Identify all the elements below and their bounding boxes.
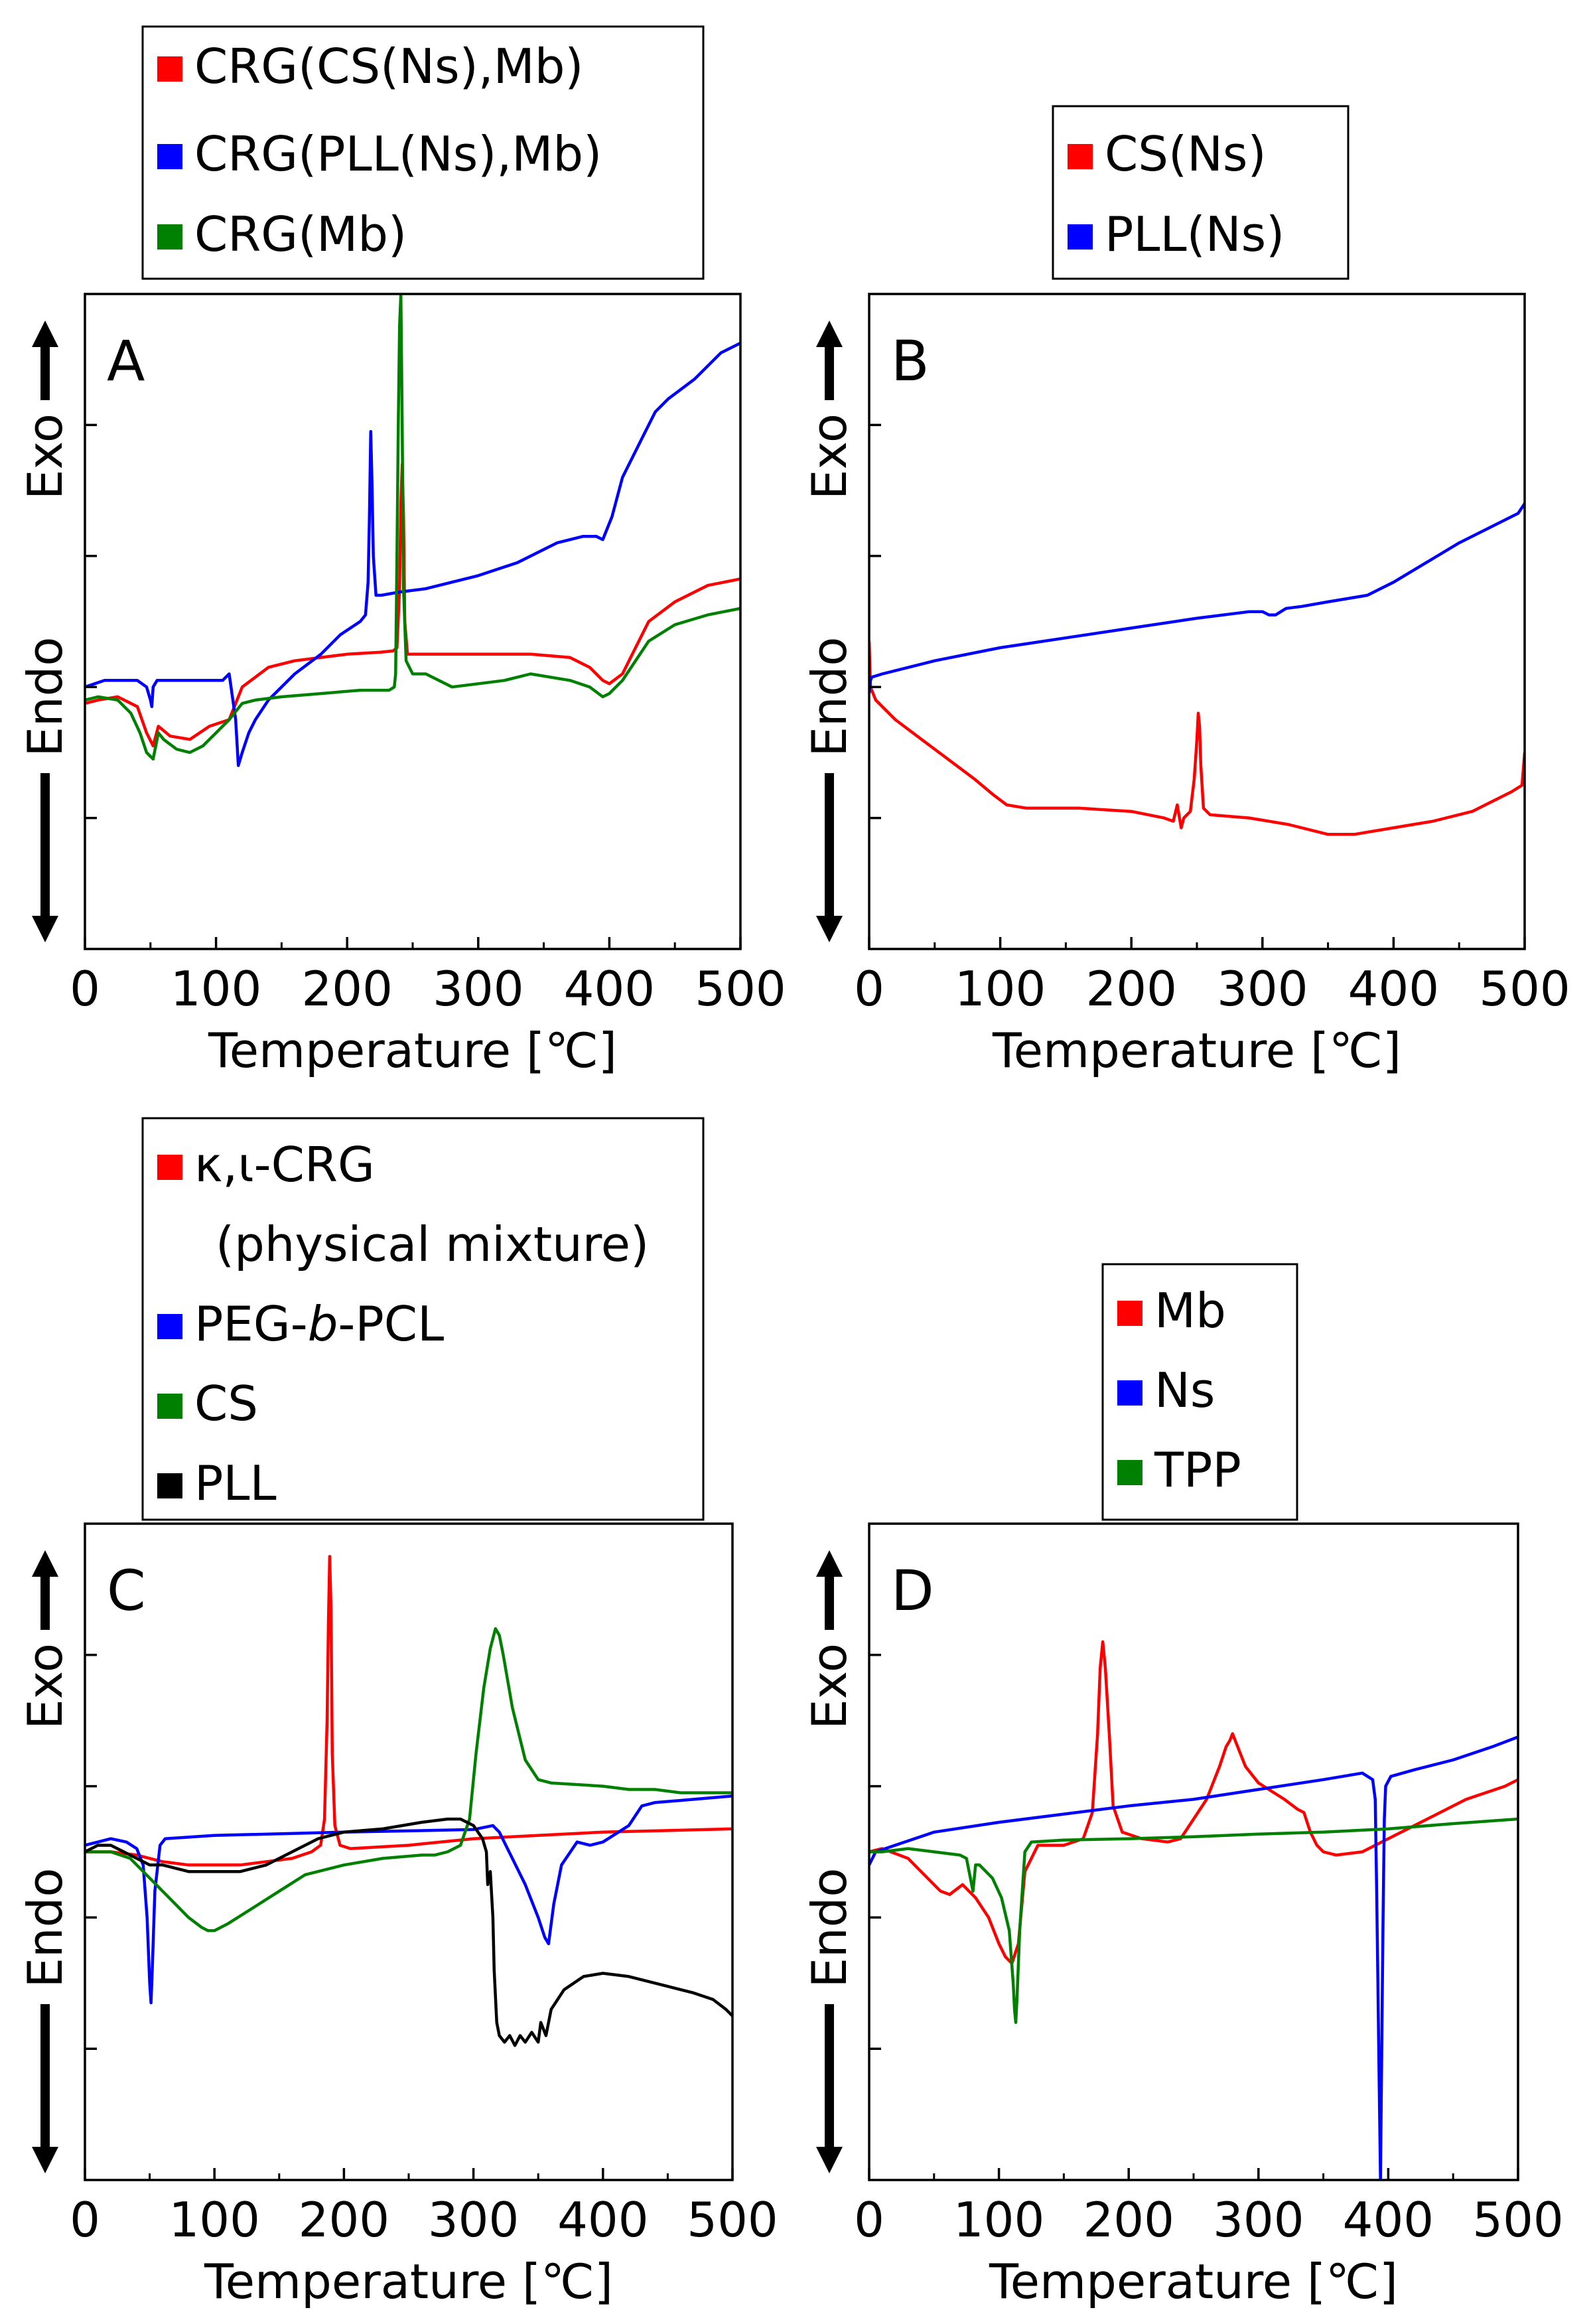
- legend-swatch: [1117, 1301, 1143, 1326]
- endo-arrow: [32, 2004, 58, 2173]
- x-tick-label: 200: [301, 961, 392, 1017]
- series-line: [869, 1640, 1518, 1965]
- legend-label: Mb: [1154, 1283, 1226, 1339]
- series-group: [869, 502, 1525, 836]
- x-tick-label: 100: [953, 2192, 1044, 2248]
- x-tick-label: 300: [1217, 961, 1308, 1017]
- exo-arrow: [32, 1550, 58, 1630]
- legend-label: PLL: [194, 1455, 277, 1511]
- legend-label: TPP: [1154, 1442, 1241, 1498]
- legend-swatch: [157, 1473, 182, 1498]
- series-line: [869, 1735, 1518, 2180]
- x-tick-label: 200: [299, 2192, 389, 2248]
- legend-swatch: [1068, 224, 1093, 250]
- legend-swatch: [157, 1155, 182, 1180]
- endo-arrow: [816, 773, 843, 942]
- legend-swatch: [1117, 1380, 1143, 1406]
- x-axis-label: Temperature [℃]: [992, 1023, 1401, 1078]
- series-line: [869, 502, 1525, 694]
- series-line: [85, 341, 740, 767]
- panel-letter: C: [107, 1558, 146, 1623]
- exo-arrow: [816, 321, 843, 400]
- x-tick-label: 300: [433, 961, 523, 1017]
- series-line: [85, 1555, 732, 1867]
- legend-swatch: [157, 144, 182, 169]
- panel-c: κ,ι-CRG (physical mixture) PEG-b-PCL CS PLL 0…: [17, 1117, 778, 2309]
- endo-arrow: [32, 773, 58, 942]
- x-tick-label: 400: [564, 961, 655, 1017]
- series-line: [869, 1817, 1518, 2024]
- x-tick-label: 500: [695, 961, 786, 1017]
- series-line: [85, 1794, 732, 2005]
- exo-label: Exo: [17, 1643, 73, 1729]
- endo-arrow: [816, 2004, 843, 2173]
- x-axis-label: Temperature [℃]: [989, 2254, 1398, 2309]
- x-tick-label: 0: [854, 961, 884, 1017]
- x-tick-label: 300: [428, 2192, 519, 2248]
- x-tick-label: 300: [1213, 2192, 1304, 2248]
- legend-label: PLL(Ns): [1105, 206, 1284, 262]
- x-tick-label: 100: [171, 961, 261, 1017]
- exo-arrow: [32, 321, 58, 400]
- x-tick-label: 200: [1083, 2192, 1174, 2248]
- legend-box: [141, 25, 705, 280]
- legend-label: CS(Ns): [1105, 126, 1267, 182]
- endo-label: Endo: [17, 637, 73, 757]
- x-tick-label: 500: [687, 2192, 778, 2248]
- x-tick-label: 400: [1343, 2192, 1434, 2248]
- panel-letter: A: [107, 328, 145, 394]
- legend-label: Ns: [1154, 1362, 1215, 1418]
- x-tick-label: 100: [955, 961, 1046, 1017]
- series-line: [85, 463, 740, 748]
- exo-arrow: [816, 1550, 843, 1630]
- series-group: [85, 294, 740, 767]
- panel-letter: D: [891, 1558, 934, 1623]
- legend-swatch: [1117, 1460, 1143, 1485]
- legend-swatch: [157, 56, 182, 82]
- x-tick-label: 0: [70, 2192, 100, 2248]
- series-line: [85, 1817, 732, 2047]
- endo-label: Endo: [17, 1868, 73, 1988]
- x-tick-label: 400: [1348, 961, 1439, 1017]
- legend-label: CRG(CS(Ns),Mb): [194, 38, 584, 94]
- x-tick-label: 500: [1479, 961, 1570, 1017]
- legend-label: CRG(Mb): [194, 206, 407, 262]
- legend-box: [141, 1117, 705, 1521]
- x-axis-label: Temperature [℃]: [204, 2254, 613, 2309]
- series-line: [85, 1627, 732, 1932]
- legend-label: (physical mixture): [216, 1216, 649, 1272]
- exo-label: Exo: [17, 413, 73, 500]
- x-tick-label: 100: [169, 2192, 259, 2248]
- exo-label: Exo: [801, 1643, 857, 1729]
- panel-letter: B: [891, 328, 930, 394]
- series-group: [869, 1640, 1518, 2180]
- x-tick-label: 0: [854, 2192, 884, 2248]
- endo-label: Endo: [801, 637, 857, 757]
- x-tick-label: 500: [1472, 2192, 1563, 2248]
- legend-swatch: [157, 1314, 182, 1339]
- endo-label: Endo: [801, 1868, 857, 1988]
- series-line: [85, 294, 740, 761]
- exo-label: Exo: [801, 413, 857, 500]
- legend-box: [1052, 105, 1350, 280]
- x-axis-label: Temperature [℃]: [208, 1023, 617, 1078]
- legend-swatch: [1068, 144, 1093, 169]
- legend-label: CS: [194, 1376, 258, 1431]
- legend-label: CRG(PLL(Ns),Mb): [194, 126, 602, 182]
- legend-label: κ,ι-CRG: [194, 1137, 375, 1193]
- x-tick-label: 0: [70, 961, 100, 1017]
- panel-a: CRG(CS(Ns),Mb) CRG(PLL(Ns),Mb) CRG(Mb) 0 100…: [17, 25, 786, 1078]
- x-tick-label: 400: [557, 2192, 648, 2248]
- legend-label: PEG-b-PCL: [194, 1296, 444, 1352]
- x-tick-label: 200: [1085, 961, 1176, 1017]
- legend-swatch: [157, 224, 182, 250]
- panel-b: CS(Ns) PLL(Ns) 0 100 200 300 400 500 Temperature…: [801, 105, 1570, 1078]
- series-group: [85, 1555, 732, 2047]
- series-line: [869, 641, 1525, 836]
- legend-swatch: [157, 1394, 182, 1419]
